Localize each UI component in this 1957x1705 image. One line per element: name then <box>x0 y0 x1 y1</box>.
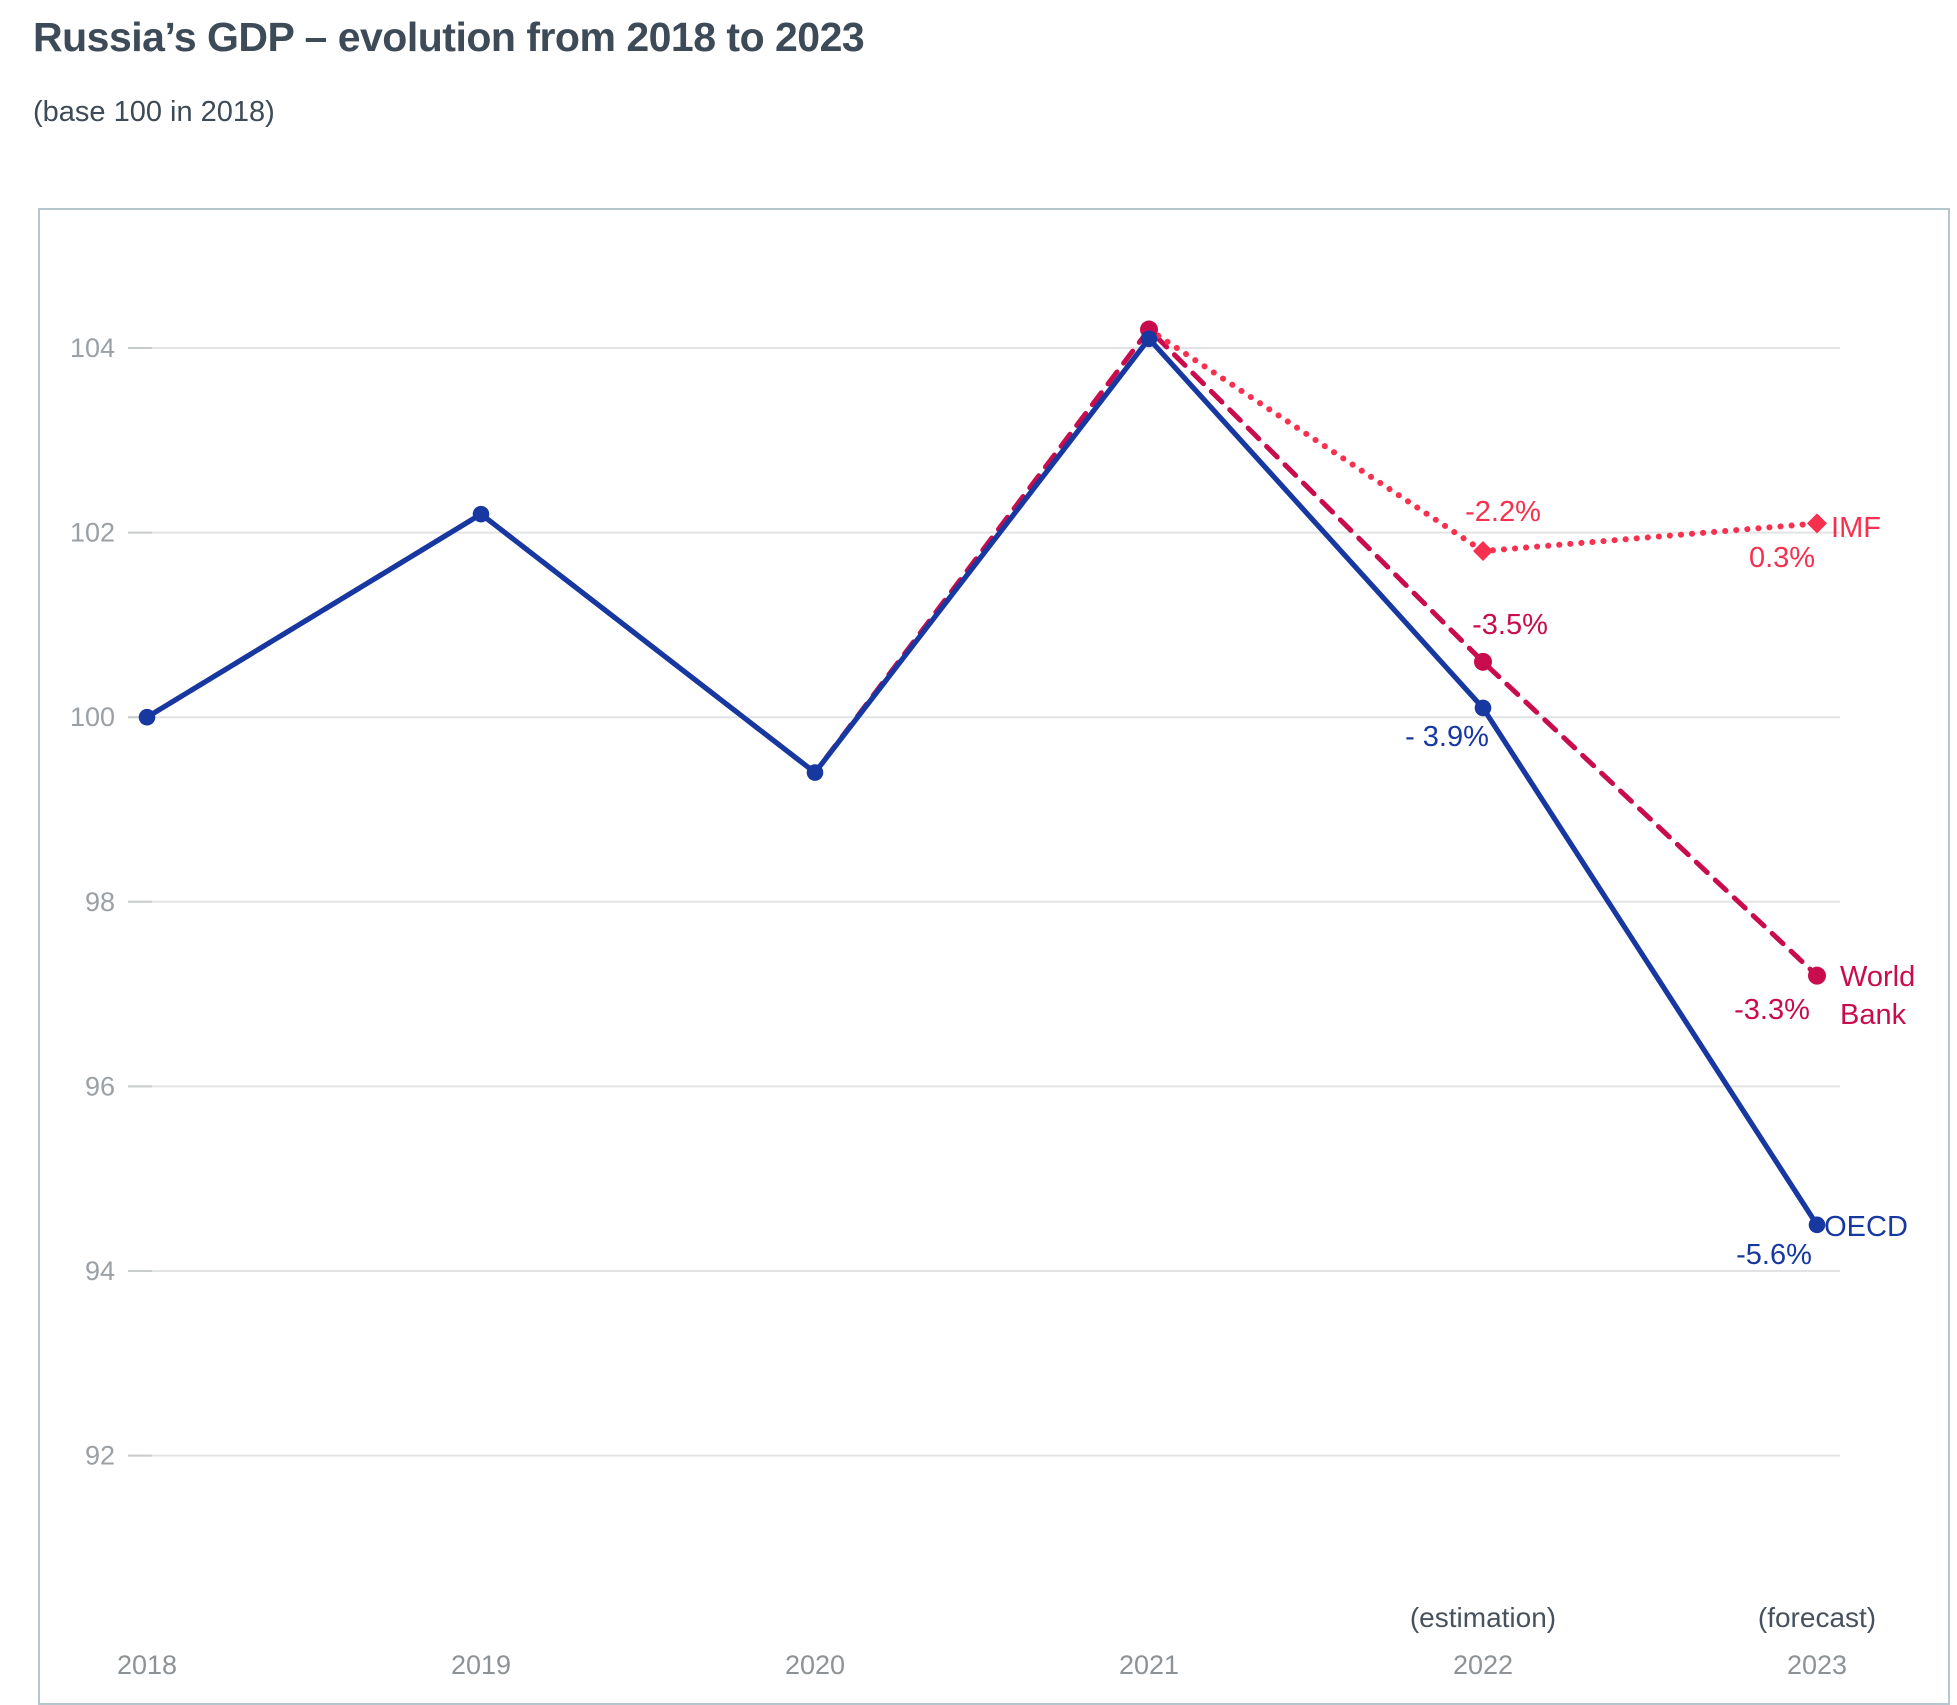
page-subtitle: (base 100 in 2018) <box>33 96 275 128</box>
chart-panel <box>38 208 1950 1705</box>
page-title: Russia’s GDP – evolution from 2018 to 20… <box>33 14 865 60</box>
